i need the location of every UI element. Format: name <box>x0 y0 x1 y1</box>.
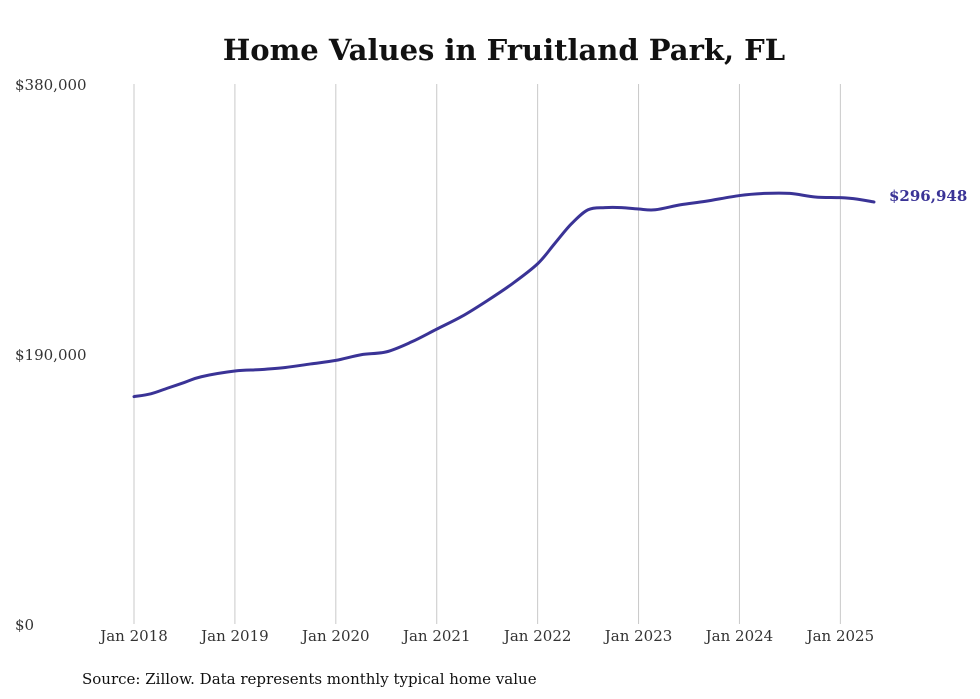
data-point <box>149 392 152 395</box>
end-value-label: $296,948 <box>889 187 967 205</box>
data-point <box>309 362 312 365</box>
x-tick-label: Jan 2020 <box>300 627 370 645</box>
data-point <box>839 196 842 199</box>
data-point <box>385 350 388 353</box>
y-tick-label: $190,000 <box>15 346 87 364</box>
data-point <box>620 206 623 209</box>
data-point <box>679 203 682 206</box>
data-point <box>360 353 363 356</box>
data-point <box>410 340 413 343</box>
data-point <box>814 195 817 198</box>
x-tick-label: Jan 2024 <box>704 627 774 645</box>
x-tick-label: Jan 2019 <box>199 627 269 645</box>
x-tick-label: Jan 2021 <box>401 627 471 645</box>
data-point <box>654 208 657 211</box>
data-point <box>486 299 489 302</box>
data-point <box>511 282 514 285</box>
y-axis: $0 $190,000 $380,000 <box>15 76 87 634</box>
data-point <box>603 206 606 209</box>
x-tick-label: Jan 2023 <box>603 627 673 645</box>
data-point <box>553 242 556 245</box>
series-line <box>132 191 876 399</box>
x-tick-label: Jan 2025 <box>805 627 875 645</box>
data-point <box>200 375 203 378</box>
data-point <box>133 395 136 398</box>
grid-layer <box>133 84 841 624</box>
data-point <box>536 262 539 265</box>
data-point <box>704 200 707 203</box>
data-point <box>259 368 262 371</box>
data-point <box>587 208 590 211</box>
data-point <box>460 315 463 318</box>
source-note: Source: Zillow. Data represents monthly … <box>82 670 537 688</box>
data-point <box>183 381 186 384</box>
x-tick-label: Jan 2022 <box>502 627 572 645</box>
data-point <box>435 328 438 331</box>
chart-title: Home Values in Fruitland Park, FL <box>223 33 785 67</box>
data-point <box>284 366 287 369</box>
data-point <box>637 208 640 211</box>
y-tick-label: $380,000 <box>15 76 87 94</box>
y-tick-label: $0 <box>15 616 34 634</box>
x-tick-label: Jan 2018 <box>98 627 168 645</box>
data-point <box>856 198 859 201</box>
data-point <box>873 201 876 204</box>
data-point <box>763 192 766 195</box>
data-point <box>570 222 573 225</box>
data-point <box>788 192 791 195</box>
x-axis: Jan 2018 Jan 2019 Jan 2020 Jan 2021 Jan 2022… <box>98 627 874 645</box>
data-point <box>738 194 741 197</box>
data-point <box>233 370 236 373</box>
data-point <box>166 387 169 390</box>
data-point <box>334 359 337 362</box>
data-points <box>133 192 876 398</box>
